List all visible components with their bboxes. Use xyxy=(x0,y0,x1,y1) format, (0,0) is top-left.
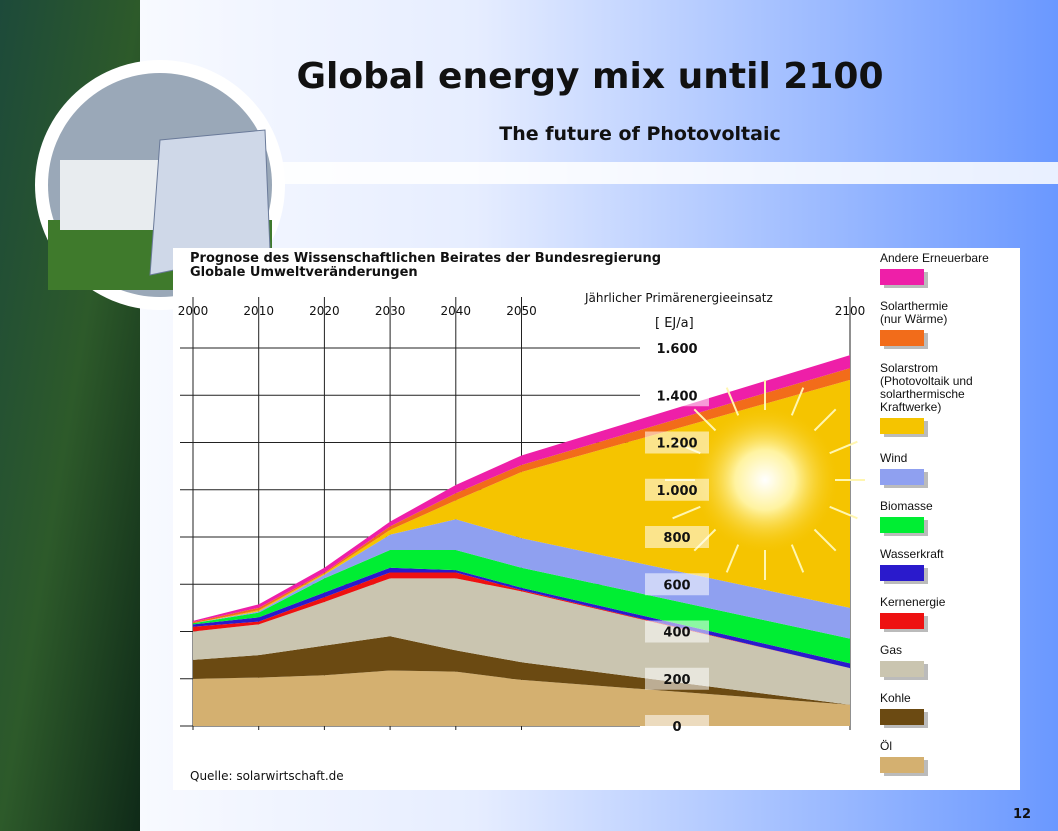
legend-swatch xyxy=(880,661,924,677)
y-tick-label: 600 xyxy=(663,578,690,593)
legend-label: Gas xyxy=(880,643,903,657)
y-tick-label: 200 xyxy=(663,673,690,688)
area xyxy=(193,670,850,726)
legend-swatch xyxy=(880,418,924,434)
legend-label: Biomasse xyxy=(880,499,933,513)
sun-ray xyxy=(790,387,805,416)
y-tick-box xyxy=(645,620,709,643)
sun-ray xyxy=(813,408,837,432)
y-tick-label: 800 xyxy=(663,531,690,546)
sun-ray xyxy=(725,387,740,416)
legend-swatch xyxy=(880,269,924,285)
y-tick-label: 1.400 xyxy=(656,389,697,404)
area xyxy=(193,355,850,623)
y-tick-box xyxy=(645,337,709,359)
y-tick-box xyxy=(645,431,709,454)
source: Quelle: solarwirtschaft.de xyxy=(190,769,344,783)
y-axis-label: Jährlicher Primärenergieeinsatz xyxy=(584,291,773,305)
slide-subtitle: The future of Photovoltaic xyxy=(499,123,780,145)
sun-ray xyxy=(693,408,717,432)
sun-ray xyxy=(790,544,805,573)
chart-title: Prognose des Wissenschaftlichen Beirates… xyxy=(190,251,661,280)
y-tick-box xyxy=(645,526,709,548)
legend-swatch xyxy=(880,517,924,533)
legend-label: Wasserkraft xyxy=(880,547,944,561)
sun-ray xyxy=(813,528,837,552)
slide-title: Global energy mix until 2100 xyxy=(296,56,883,97)
chart-title-line: Prognose des Wissenschaftlichen Beirates… xyxy=(190,251,661,266)
y-tick-label: 1.000 xyxy=(656,484,697,499)
legend-label: Andere Erneuerbare xyxy=(880,251,989,265)
x-tick-label: 2020 xyxy=(309,304,340,318)
y-tick-label: 1.600 xyxy=(656,342,697,357)
sun-ray xyxy=(725,544,740,573)
legend-label: Solarstrom (Photovoltaik und solarthermi… xyxy=(880,361,973,414)
legend-swatch xyxy=(880,613,924,629)
legend-swatch xyxy=(880,469,924,485)
y-tick-label: 1.200 xyxy=(656,437,697,452)
x-tick-label: 2030 xyxy=(375,304,406,318)
x-tick-label: 2000 xyxy=(178,304,209,318)
legend-label: Öl xyxy=(880,739,892,753)
y-tick-box xyxy=(645,573,709,596)
legend-swatch xyxy=(880,757,924,773)
y-axis-unit: [ EJ/a] xyxy=(655,316,694,331)
area xyxy=(193,368,850,624)
legend-label: Solarthermie (nur Wärme) xyxy=(880,299,949,326)
x-tick-label: 2100 xyxy=(835,304,866,318)
y-tick-box xyxy=(645,715,709,737)
area xyxy=(193,549,850,664)
y-tick-label: 400 xyxy=(663,626,690,641)
y-tick-box xyxy=(645,478,709,501)
area xyxy=(193,519,850,639)
sun-ray xyxy=(829,440,858,455)
x-tick-label: 2040 xyxy=(441,304,472,318)
sun xyxy=(690,405,840,555)
x-tick-label: 2010 xyxy=(243,304,274,318)
legend-swatch xyxy=(880,709,924,725)
y-tick-label: 0 xyxy=(672,720,681,735)
plot: Prognose des Wissenschaftlichen Beirates… xyxy=(178,251,928,783)
y-tick-box xyxy=(645,384,709,407)
legend-label: Kohle xyxy=(880,691,911,705)
logo-building xyxy=(60,160,160,230)
sun-ray xyxy=(829,505,858,520)
legend-label: Kernenergie xyxy=(880,595,946,609)
legend-label: Wind xyxy=(880,451,908,465)
page-number: 12 xyxy=(1013,807,1031,822)
legend-swatch xyxy=(880,565,924,581)
legend-swatch xyxy=(880,330,924,346)
band xyxy=(140,162,1058,184)
sun-ray xyxy=(672,505,701,520)
chart-title-line: Globale Umweltveränderungen xyxy=(190,265,418,280)
y-tick-box xyxy=(645,667,709,690)
x-tick-label: 2050 xyxy=(506,304,537,318)
